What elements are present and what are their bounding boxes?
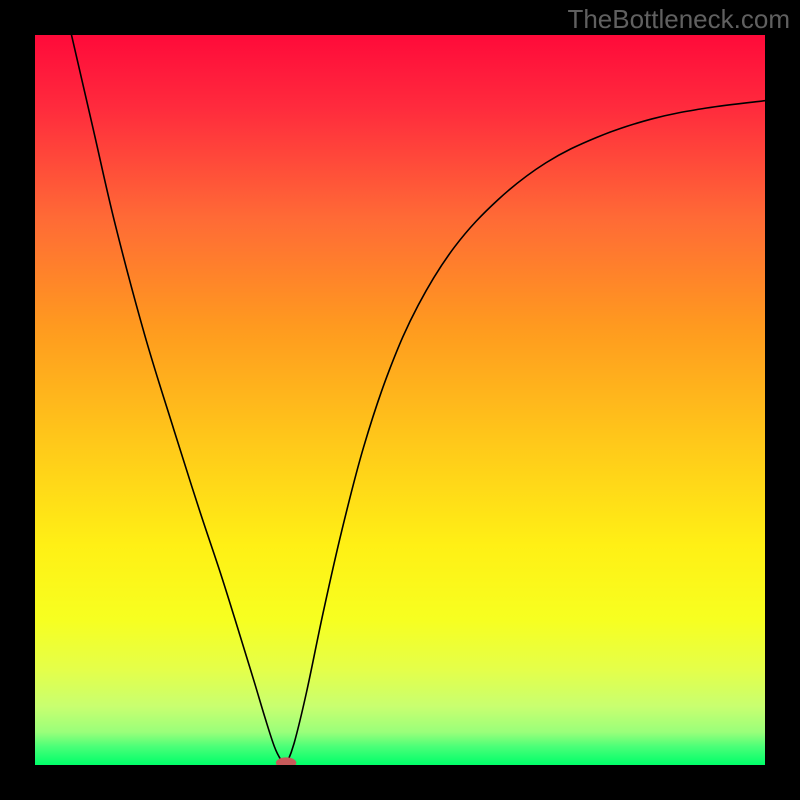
chart-svg bbox=[35, 35, 765, 765]
gradient-background bbox=[35, 35, 765, 765]
plot-inner bbox=[35, 35, 765, 765]
plot-area bbox=[35, 35, 765, 765]
chart-frame: TheBottleneck.com bbox=[0, 0, 800, 800]
watermark-label: TheBottleneck.com bbox=[567, 4, 790, 35]
